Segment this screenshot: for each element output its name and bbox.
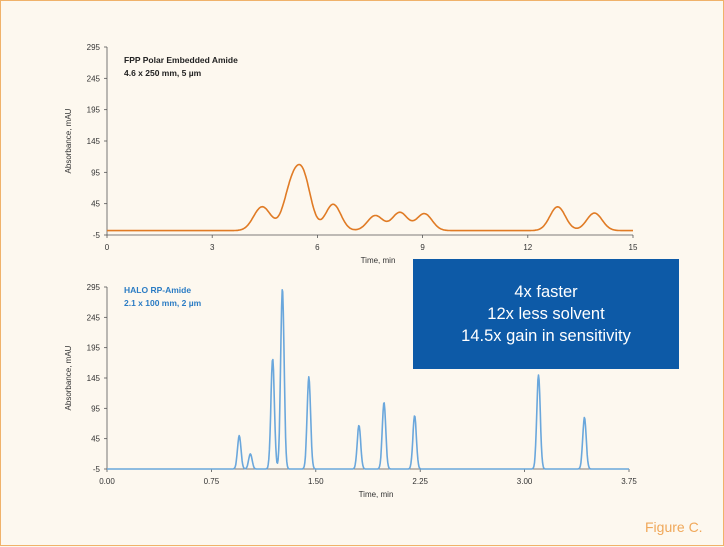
chart1-y-tick-label: 145	[87, 137, 101, 146]
chart2-y-tick-label: 245	[87, 313, 101, 322]
chart2-y-tick-label: 195	[87, 344, 101, 353]
chart1-y-tick-label: 195	[87, 106, 101, 115]
chart1-y-tick-label: 45	[91, 200, 100, 209]
chart2-x-axis-label: Time, min	[359, 490, 394, 499]
chart2-x-tick-label: 3.75	[621, 477, 637, 486]
chart2-subtitle: 2.1 x 100 mm, 2 µm	[124, 298, 202, 308]
chart1-x-tick-label: 3	[210, 243, 215, 252]
chart2-title: HALO RP-Amide	[124, 285, 191, 295]
chart1-x-tick-label: 15	[629, 243, 638, 252]
chart2-y-tick-label: 295	[87, 283, 101, 292]
callout-line-2: 12x less solvent	[487, 305, 605, 323]
chart2-y-tick-label: 95	[91, 404, 100, 413]
chart2-x-tick-label: 0.00	[99, 477, 115, 486]
callout-line-1: 4x faster	[514, 283, 578, 301]
chart1-x-axis-label: Time, min	[361, 256, 396, 265]
chart2-trace-line	[106, 289, 630, 470]
chart2-x-tick-label: 3.00	[517, 477, 533, 486]
chart1-y-tick-label: 245	[87, 74, 101, 83]
figure-caption: Figure C.	[645, 519, 703, 535]
chart2-y-tick-label: -5	[93, 465, 101, 474]
chart1-x-tick-label: 0	[105, 243, 110, 252]
chart2-y-axis-label: Absorbance, mAU	[64, 345, 73, 410]
chart2-y-tick-label: 145	[87, 374, 101, 383]
callout-line-3: 14.5x gain in sensitivity	[461, 327, 631, 345]
chart1-y-tick-label: 295	[87, 43, 101, 52]
chart1-title: FPP Polar Embedded Amide	[124, 55, 238, 65]
chart1-trace-line	[106, 163, 634, 232]
highlight-callout: 4x faster 12x less solvent 14.5x gain in…	[413, 259, 679, 369]
chart1-y-tick-label: -5	[93, 231, 101, 240]
chart1-x-tick-label: 12	[523, 243, 532, 252]
chart2-x-tick-label: 1.50	[308, 477, 324, 486]
chart1-subtitle: 4.6 x 250 mm, 5 µm	[124, 68, 202, 78]
chart1-y-tick-label: 95	[91, 168, 100, 177]
chart2-x-tick-label: 2.25	[412, 477, 428, 486]
chart2-x-tick-label: 0.75	[204, 477, 220, 486]
chart1-y-axis-label: Absorbance, mAU	[64, 108, 73, 173]
chart2-y-tick-label: 45	[91, 435, 100, 444]
chart1-x-tick-label: 9	[420, 243, 425, 252]
chart1-x-tick-label: 6	[315, 243, 320, 252]
